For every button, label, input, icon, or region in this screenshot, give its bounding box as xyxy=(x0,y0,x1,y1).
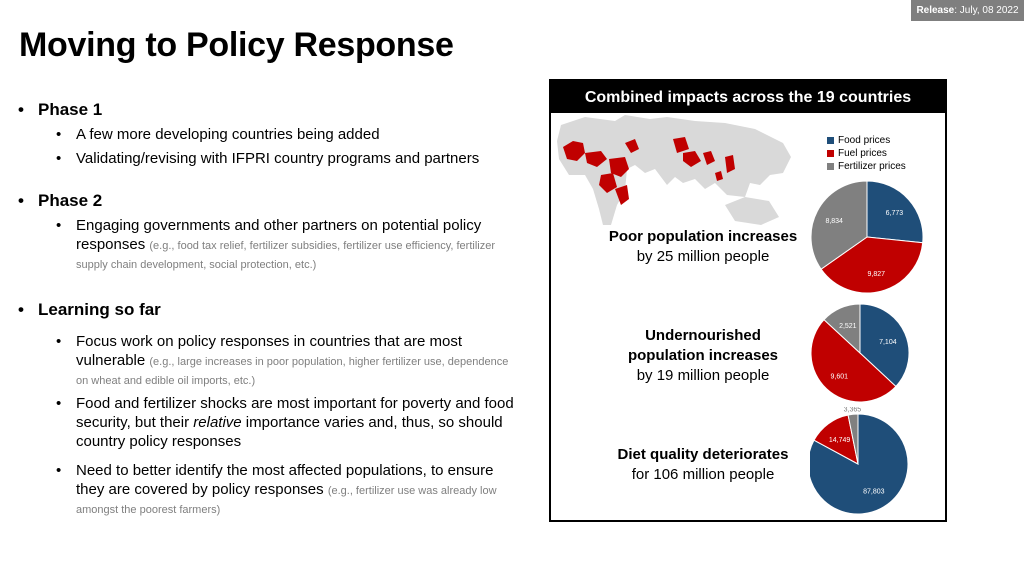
diet-quality-label: Diet quality deteriorates for 106 millio… xyxy=(603,445,803,485)
slice-value-label: 6,773 xyxy=(886,210,904,217)
bullet-icon: • xyxy=(56,395,62,412)
legend-label: Fertilizer prices xyxy=(838,161,906,172)
bullet-icon: • xyxy=(56,217,62,234)
learning-heading-text: Learning so far xyxy=(38,300,161,319)
legend-item-food: Food prices xyxy=(827,134,906,147)
learning-item-text: importance varies and, thus, so should c… xyxy=(76,414,503,450)
release-date: : July, 08 2022 xyxy=(954,5,1019,16)
phase1-item-text: A few more developing countries being ad… xyxy=(76,126,380,143)
legend-label: Fuel prices xyxy=(838,148,887,159)
phase1-item: • A few more developing countries being a… xyxy=(18,125,576,144)
slice-value-label: 14,749 xyxy=(829,437,851,444)
slice-food xyxy=(810,413,909,515)
slice-fuel xyxy=(820,236,924,294)
undernourished-title: Undernourished xyxy=(645,327,761,344)
diet-quality-title: Diet quality deteriorates xyxy=(617,446,789,463)
pie-chart-undernourished: 7,104 9,601 2,521 xyxy=(810,303,910,403)
bullet-icon: • xyxy=(18,100,24,119)
undernourished-label: Undernourished population increases by 1… xyxy=(603,326,803,386)
legend-swatch xyxy=(827,150,834,157)
bullet-icon: • xyxy=(56,462,62,479)
slice-fertilizer xyxy=(810,180,868,270)
phase2-heading-text: Phase 2 xyxy=(38,191,103,210)
slice-value-label: 7,104 xyxy=(879,339,897,346)
phase1-heading-text: Phase 1 xyxy=(38,100,103,119)
slice-value-label: 9,601 xyxy=(831,373,849,380)
learning-item: • Focus work on policy responses in count… xyxy=(18,332,516,389)
poor-population-title: Poor population increases xyxy=(608,228,798,245)
undernourished-title-2: population increases xyxy=(627,347,779,364)
learning-item: • Need to better identify the most affect… xyxy=(18,461,516,518)
slice-fuel xyxy=(810,319,897,403)
phase1-item: • Validating/revising with IFPRI country … xyxy=(18,149,576,168)
diet-quality-value: for 106 million people xyxy=(631,466,775,483)
phase1-item-text: Validating/revising with IFPRI country p… xyxy=(76,150,480,167)
phase2-heading: • Phase 2 xyxy=(18,191,102,211)
impacts-panel: Combined impacts across the 19 countries… xyxy=(549,79,947,522)
learning-item-text: Food and fertilizer shocks are most impo… xyxy=(76,395,514,431)
slice-fertilizer xyxy=(823,303,861,355)
bullet-icon: • xyxy=(18,191,24,210)
learning-item: • Food and fertilizer shocks are most imp… xyxy=(18,394,516,451)
phase2-item-note: (e.g., food tax relief, fertilizer subsi… xyxy=(76,240,496,271)
release-label: Release xyxy=(916,5,955,16)
slice-value-label: 9,827 xyxy=(868,271,886,278)
learning-item-note: (e.g., fertilizer use was already low am… xyxy=(76,485,497,516)
slice-value-label: 8,834 xyxy=(825,218,843,225)
legend-swatch xyxy=(827,137,834,144)
poor-population-label: Poor population increases by 25 million … xyxy=(603,227,803,267)
learning-item-text: Focus work on policy responses in countr… xyxy=(76,333,463,369)
slice-value-label: 3,365 xyxy=(844,407,862,413)
page-title: Moving to Policy Response xyxy=(19,26,454,64)
chart-legend: Food prices Fuel prices Fertilizer price… xyxy=(827,134,906,173)
phase2-item: • Engaging governments and other partners… xyxy=(18,216,496,273)
bullet-icon: • xyxy=(18,300,24,319)
phase2-item-text: Engaging governments and other partners … xyxy=(76,217,482,253)
legend-item-fertilizer: Fertilizer prices xyxy=(827,160,906,173)
pie-chart-poor: 6,773 9,827 8,834 xyxy=(810,180,924,294)
undernourished-value: by 19 million people xyxy=(636,367,770,384)
learning-heading: • Learning so far xyxy=(18,300,161,320)
legend-item-fuel: Fuel prices xyxy=(827,147,906,160)
bullet-icon: • xyxy=(56,150,62,167)
bullet-icon: • xyxy=(56,126,62,143)
slice-food xyxy=(859,303,910,388)
learning-item-text: Need to better identify the most affecte… xyxy=(76,462,494,498)
world-map xyxy=(557,115,791,225)
legend-label: Food prices xyxy=(838,135,891,146)
legend-swatch xyxy=(827,163,834,170)
slice-value-label: 2,521 xyxy=(839,323,857,330)
phase1-heading: • Phase 1 xyxy=(18,100,102,120)
bullet-icon: • xyxy=(56,333,62,350)
pie-chart-diet: 87,803 14,749 3,365 xyxy=(810,407,909,515)
slice-fertilizer xyxy=(847,413,859,465)
learning-item-note: (e.g., large increases in poor populatio… xyxy=(76,356,509,387)
panel-title: Combined impacts across the 19 countries xyxy=(551,81,945,113)
slice-food xyxy=(866,180,924,244)
poor-population-value: by 25 million people xyxy=(636,248,770,265)
release-badge: Release: July, 08 2022 xyxy=(911,0,1024,21)
learning-item-emphasis: relative xyxy=(193,414,242,431)
slice-value-label: 87,803 xyxy=(863,489,885,496)
